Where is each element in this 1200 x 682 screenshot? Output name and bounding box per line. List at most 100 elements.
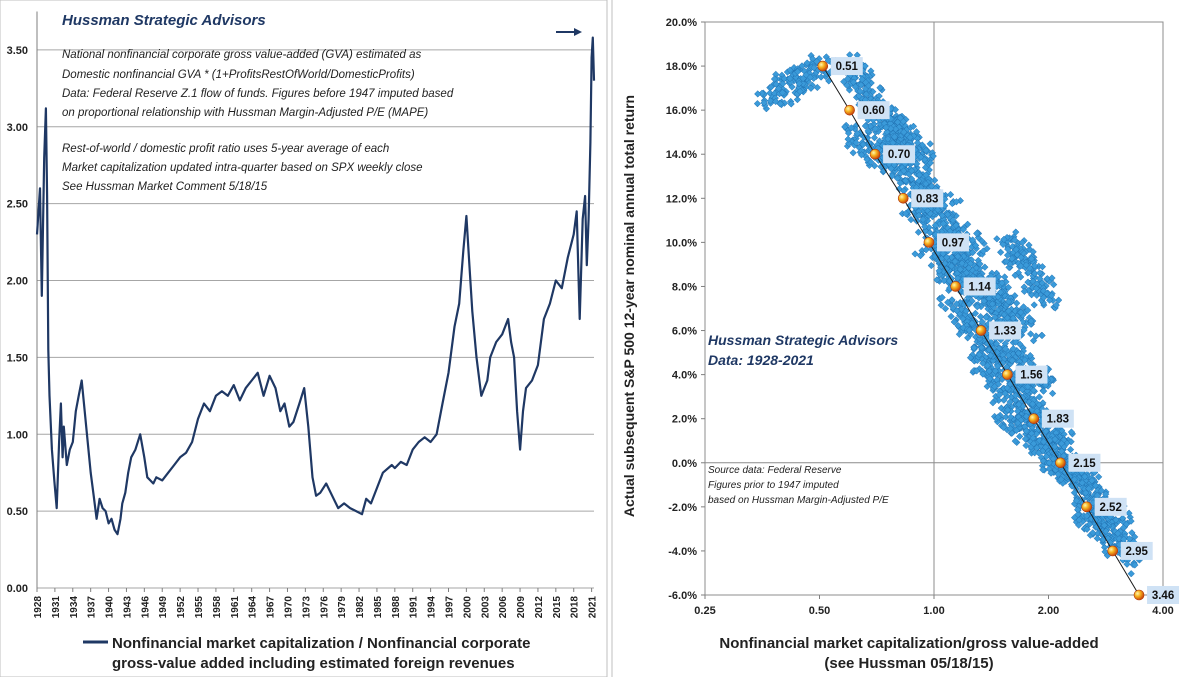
scatter-point <box>1070 489 1079 497</box>
right-y-tick-label: -6.0% <box>668 590 697 602</box>
left-y-tick-label: 3.50 <box>7 45 28 57</box>
left-x-tick-label: 1994 <box>427 596 438 619</box>
right-y-tick-label: 4.0% <box>672 370 697 382</box>
left-x-tick-label: 1946 <box>140 596 151 619</box>
scatter-point <box>1017 253 1025 262</box>
scatter-point <box>1127 570 1135 578</box>
scatter-point <box>941 305 950 313</box>
scatter-point <box>948 296 956 304</box>
fit-point-label: 1.33 <box>994 326 1016 338</box>
scatter-point <box>955 330 964 338</box>
left-legend-line1: Nonfinancial market capitalization / Non… <box>112 635 530 652</box>
scatter-point <box>900 167 908 175</box>
scatter-point <box>1007 413 1015 421</box>
scatter-point <box>965 264 973 272</box>
right-x-axis-label: Nonfinancial market capitalization/gross… <box>719 635 1098 652</box>
left-x-tick-label: 1991 <box>409 596 420 619</box>
right-y-tick-label: 18.0% <box>666 61 697 73</box>
fit-point-label: 3.46 <box>1152 590 1174 602</box>
left-y-tick-label: 3.00 <box>7 122 28 134</box>
scatter-point <box>1039 438 1048 446</box>
fit-point-label-box <box>857 101 890 120</box>
scatter-point <box>1101 548 1109 556</box>
left-x-tick-label: 1976 <box>319 596 330 619</box>
right-chart-title: Hussman Strategic Advisors <box>708 332 898 348</box>
scatter-point <box>843 81 851 89</box>
scatter-point <box>973 229 981 238</box>
scatter-point <box>855 92 863 100</box>
left-chart-panel: 0.00 0.50 1.00 1.50 2.00 2.50 3.00 3.50 1928 193… <box>0 0 608 678</box>
scatter-point <box>966 354 975 362</box>
scatter-point <box>1039 387 1048 395</box>
scatter-point <box>1025 241 1033 249</box>
scatter-point <box>793 95 802 104</box>
left-x-tick-label: 1973 <box>301 596 312 619</box>
scatter-point <box>817 73 825 81</box>
scatter-point <box>986 351 995 360</box>
scatter-point <box>915 177 923 185</box>
scatter-point <box>1008 429 1016 437</box>
scatter-point <box>952 221 960 229</box>
scatter-point <box>929 152 937 160</box>
scatter-point <box>909 122 918 130</box>
scatter-point <box>1009 345 1017 353</box>
scatter-point <box>787 100 795 108</box>
scatter-point <box>780 74 788 83</box>
fit-point-label-box <box>1147 586 1180 604</box>
scatter-point <box>976 312 985 321</box>
left-chart-title: Hussman Strategic Advisors <box>62 12 266 29</box>
scatter-point <box>1049 455 1057 463</box>
scatter-point <box>1048 274 1056 282</box>
scatter-point <box>1020 326 1028 334</box>
scatter-point <box>795 79 803 88</box>
scatter-point <box>988 300 997 308</box>
right-fit-points: 0.51 0.60 0.70 0.83 0.97 1.14 1.33 1.56 1.83 2.15… <box>817 57 1180 604</box>
left-x-axis-ticks: 1928 1931 1934 1937 1940 1943 1946 1949 1952 1955… <box>33 588 599 618</box>
left-x-tick-label: 2009 <box>516 596 527 619</box>
scatter-point <box>859 140 867 149</box>
scatter-point <box>845 86 854 94</box>
scatter-point <box>1102 527 1110 535</box>
scatter-point <box>1082 489 1090 497</box>
scatter-point <box>864 127 872 135</box>
scatter-point <box>983 361 992 370</box>
scatter-point <box>965 326 974 334</box>
scatter-point <box>1029 337 1038 345</box>
scatter-point <box>1119 524 1128 532</box>
scatter-point <box>1089 529 1097 537</box>
fit-point-label-box <box>936 233 969 252</box>
scatter-point <box>807 84 815 92</box>
scatter-point <box>1045 459 1053 467</box>
fit-point-label: 0.97 <box>942 237 964 249</box>
scatter-point <box>767 83 775 91</box>
scatter-point <box>1021 435 1030 443</box>
scatter-point <box>962 269 971 277</box>
scatter-point <box>1083 512 1091 520</box>
scatter-point <box>779 80 787 88</box>
scatter-point <box>776 100 784 108</box>
scatter-point <box>973 303 981 311</box>
scatter-point <box>1097 486 1106 495</box>
scatter-point <box>1001 273 1009 281</box>
scatter-point <box>876 84 884 92</box>
right-x-tick-label: 4.00 <box>1152 605 1173 617</box>
scatter-point <box>786 74 794 83</box>
scatter-point <box>1022 412 1030 421</box>
scatter-point <box>1019 303 1028 311</box>
right-y-axis-ticks: -6.0% -4.0% -2.0% 0.0% 2.0% 4.0% 6.0% 8.0% 10.0%… <box>666 17 705 602</box>
left-x-tick-label: 2021 <box>588 596 599 619</box>
left-x-tick-label: 2006 <box>498 596 509 619</box>
scatter-point <box>940 277 948 285</box>
scatter-point <box>994 362 1002 370</box>
scatter-point <box>978 237 986 245</box>
scatter-point <box>977 343 986 352</box>
right-y-tick-label: 10.0% <box>666 237 697 249</box>
scatter-point <box>1011 396 1020 404</box>
scatter-point <box>1102 490 1110 498</box>
scatter-point <box>1032 332 1040 340</box>
scatter-point <box>1038 331 1046 340</box>
scatter-point <box>796 87 804 96</box>
scatter-point <box>980 297 988 305</box>
fit-point-label: 2.52 <box>1099 502 1121 514</box>
scatter-point <box>954 322 962 330</box>
